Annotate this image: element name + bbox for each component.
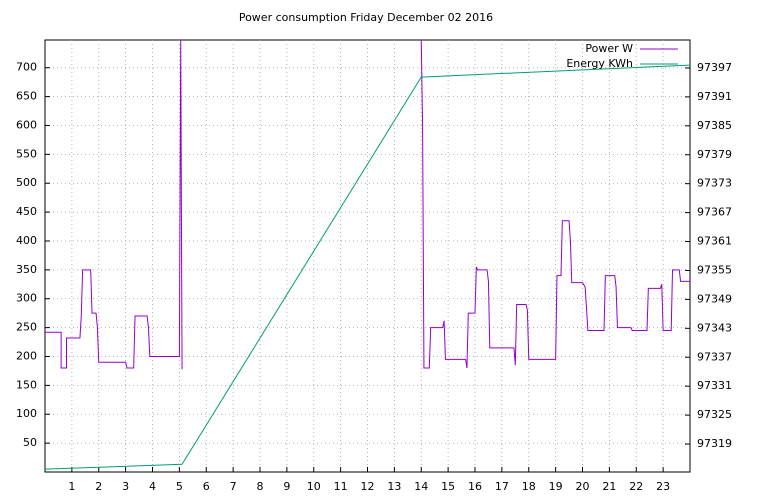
y-tick-label: 350 <box>16 263 37 276</box>
x-tick-label: 17 <box>495 480 509 493</box>
x-tick-label: 5 <box>176 480 183 493</box>
x-tick-label: 16 <box>468 480 482 493</box>
y2-tick-label: 97379 <box>697 148 732 161</box>
y-tick-label: 200 <box>16 349 37 362</box>
x-tick-label: 10 <box>307 480 321 493</box>
y2-tick-label: 97385 <box>697 119 732 132</box>
y2-tick-label: 97319 <box>697 437 732 450</box>
x-tick-label: 1 <box>68 480 75 493</box>
x-tick-label: 22 <box>629 480 643 493</box>
y2-tick-label: 97337 <box>697 350 732 363</box>
x-tick-label: 12 <box>361 480 375 493</box>
y2-tick-label: 97397 <box>697 61 732 74</box>
x-tick-label: 19 <box>549 480 563 493</box>
y-tick-label: 500 <box>16 176 37 189</box>
x-tick-label: 15 <box>441 480 455 493</box>
y-tick-label: 100 <box>16 407 37 420</box>
series-line <box>44 64 691 470</box>
x-tick-label: 9 <box>283 480 290 493</box>
y2-tick-label: 97343 <box>697 321 732 334</box>
x-tick-label: 4 <box>149 480 156 493</box>
y-tick-label: 600 <box>16 118 37 131</box>
y-tick-label: 650 <box>16 90 37 103</box>
x-tick-label: 2 <box>95 480 102 493</box>
x-tick-label: 6 <box>203 480 210 493</box>
y-tick-label: 700 <box>16 61 37 74</box>
x-tick-label: 11 <box>334 480 348 493</box>
chart-title: Power consumption Friday December 02 201… <box>239 11 493 24</box>
x-tick-label: 18 <box>522 480 536 493</box>
y-tick-label: 250 <box>16 321 37 334</box>
x-tick-label: 8 <box>257 480 264 493</box>
y2-tick-label: 97391 <box>697 90 732 103</box>
x-tick-label: 7 <box>230 480 237 493</box>
y-tick-label: 450 <box>16 205 37 218</box>
x-tick-label: 20 <box>576 480 590 493</box>
y-tick-label: 150 <box>16 378 37 391</box>
y2-tick-label: 97361 <box>697 235 732 248</box>
x-tick-label: 3 <box>122 480 129 493</box>
y2-tick-label: 97325 <box>697 408 732 421</box>
x-tick-label: 23 <box>656 480 670 493</box>
series-line <box>45 39 690 370</box>
y2-tick-label: 97331 <box>697 379 732 392</box>
y-tick-label: 50 <box>23 436 37 449</box>
y2-tick-label: 97355 <box>697 263 732 276</box>
y-tick-label: 550 <box>16 147 37 160</box>
y-tick-label: 300 <box>16 292 37 305</box>
x-tick-label: 21 <box>602 480 616 493</box>
legend-label: Power W <box>585 42 633 55</box>
x-tick-label: 13 <box>387 480 401 493</box>
y2-tick-label: 97367 <box>697 206 732 219</box>
y2-tick-label: 97349 <box>697 292 732 305</box>
legend-label: Energy KWh <box>566 57 633 70</box>
y2-tick-label: 97373 <box>697 177 732 190</box>
x-tick-label: 14 <box>414 480 428 493</box>
y-tick-label: 400 <box>16 234 37 247</box>
